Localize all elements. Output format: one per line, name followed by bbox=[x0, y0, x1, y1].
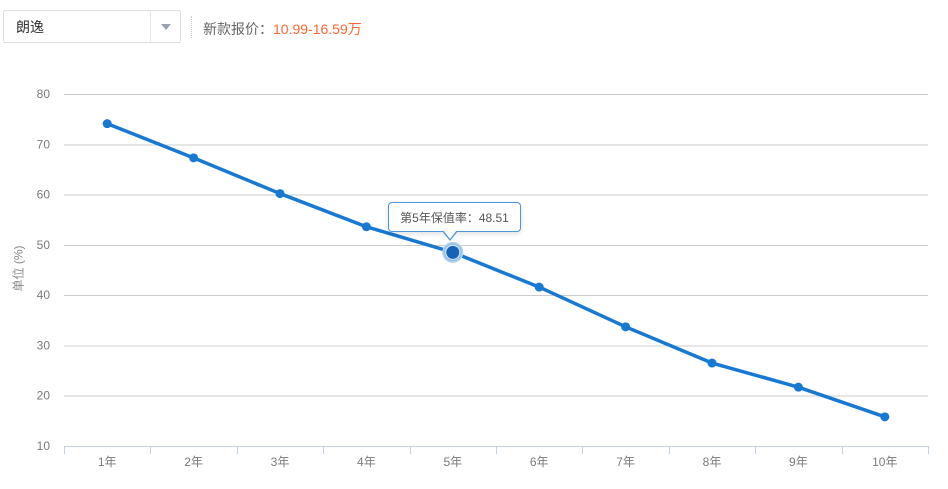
toolbar-divider bbox=[191, 16, 192, 38]
x-axis-label: 2年 bbox=[184, 455, 203, 469]
chart-canvas: 10 20 30 40 50 60 70 80 1年 2年 3年 4年 5年 6年 7年 8年 9年 10年 bbox=[37, 87, 929, 469]
chart-tooltip: 第5年保值率：48.51 bbox=[388, 202, 521, 241]
model-select[interactable]: 朗逸 bbox=[3, 10, 181, 43]
data-point-4年[interactable] bbox=[361, 222, 371, 232]
depreciation-chart: 10 20 30 40 50 60 70 80 1年 2年 3年 4年 5年 6年 7年 8年 9年 10年 单位… bbox=[0, 60, 948, 489]
model-select-arrow-box[interactable] bbox=[150, 11, 180, 42]
x-axis-label: 1年 bbox=[98, 455, 117, 469]
y-axis-label: 70 bbox=[37, 137, 51, 151]
y-axis-label: 40 bbox=[37, 288, 51, 302]
data-point-10年[interactable] bbox=[880, 412, 890, 422]
y-axis-label: 80 bbox=[37, 87, 51, 101]
toolbar: 朗逸 新款报价：10.99-16.59万 bbox=[0, 0, 948, 56]
data-point-3年[interactable] bbox=[275, 189, 285, 199]
x-axis-label: 4年 bbox=[357, 455, 376, 469]
new-price-value: 10.99-16.59万 bbox=[273, 21, 362, 37]
y-axis-label: 30 bbox=[37, 338, 51, 352]
data-point-1年[interactable] bbox=[102, 119, 112, 129]
data-point-8年[interactable] bbox=[707, 358, 717, 368]
price-line: 新款报价：10.99-16.59万 bbox=[203, 19, 362, 39]
y-axis-label: 10 bbox=[37, 439, 51, 453]
x-axis-label: 5年 bbox=[443, 455, 462, 469]
data-point-7年[interactable] bbox=[621, 322, 631, 332]
x-axis-label: 8年 bbox=[703, 455, 722, 469]
chevron-down-icon bbox=[160, 24, 171, 35]
y-axis-label: 60 bbox=[37, 188, 51, 202]
data-point-2年[interactable] bbox=[189, 153, 199, 163]
new-price-label: 新款报价： bbox=[203, 21, 273, 37]
model-select-label: 朗逸 bbox=[16, 18, 44, 35]
data-point-5年[interactable] bbox=[446, 245, 460, 259]
y-axis-label: 20 bbox=[37, 389, 51, 403]
x-axis-label: 3年 bbox=[271, 455, 290, 469]
y-axis-label: 50 bbox=[37, 238, 51, 252]
tooltip-pointer-fill bbox=[443, 230, 457, 239]
x-axis-label: 7年 bbox=[616, 455, 635, 469]
tooltip-text: 第5年保值率：48.51 bbox=[400, 210, 509, 225]
y-axis-title: 单位 (%) bbox=[11, 245, 26, 292]
x-axis-label: 6年 bbox=[530, 455, 549, 469]
x-axis-label: 10年 bbox=[872, 455, 897, 469]
x-axis-label: 9年 bbox=[789, 455, 808, 469]
data-point-6年[interactable] bbox=[534, 282, 544, 292]
line-series bbox=[105, 121, 887, 419]
data-point-9年[interactable] bbox=[793, 382, 803, 392]
